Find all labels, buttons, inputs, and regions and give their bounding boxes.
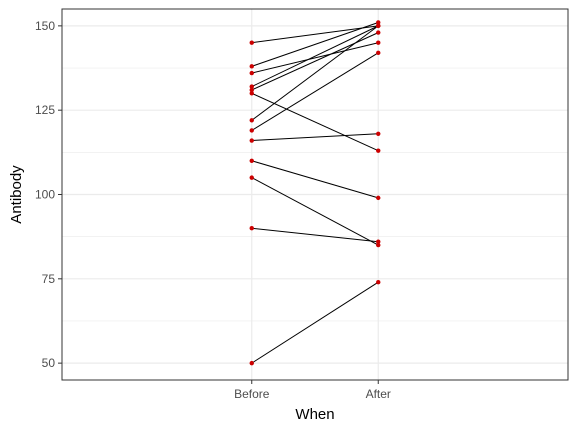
y-axis-title: Antibody — [8, 165, 25, 224]
x-tick-label: Before — [234, 387, 270, 401]
x-tick-label: After — [366, 387, 391, 401]
after-point — [376, 132, 380, 136]
after-point — [376, 196, 380, 200]
before-point — [250, 71, 254, 75]
before-point — [250, 118, 254, 122]
before-point — [250, 138, 254, 142]
after-point — [376, 148, 380, 152]
before-point — [250, 361, 254, 365]
after-point — [376, 280, 380, 284]
y-tick-label: 75 — [42, 272, 56, 286]
before-point — [250, 175, 254, 179]
y-tick-label: 150 — [35, 19, 55, 33]
before-point — [250, 128, 254, 132]
y-tick-label: 100 — [35, 188, 55, 202]
x-axis: Before After — [234, 380, 391, 401]
after-point — [376, 41, 380, 45]
y-tick-label: 125 — [35, 103, 55, 117]
y-axis: 50 75 100 125 150 — [35, 19, 62, 370]
x-axis-title: When — [295, 406, 334, 423]
before-point — [250, 91, 254, 95]
before-point — [250, 64, 254, 68]
after-point — [376, 30, 380, 34]
before-point — [250, 226, 254, 230]
after-point — [376, 240, 380, 244]
after-point — [376, 51, 380, 55]
before-point — [250, 41, 254, 45]
before-point — [250, 159, 254, 163]
y-tick-label: 50 — [42, 356, 56, 370]
after-point — [376, 24, 380, 28]
